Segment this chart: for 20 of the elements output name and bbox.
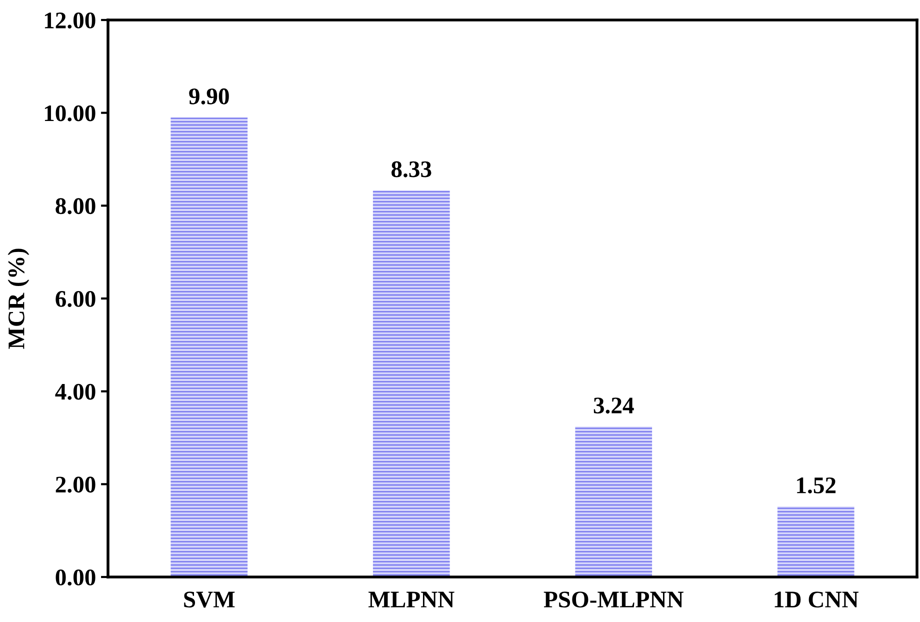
y-tick-label: 0.00 [56, 569, 96, 586]
bar [372, 190, 450, 577]
x-tick-label: PSO-MLPNN [544, 592, 684, 608]
y-tick-label: 12.00 [44, 12, 96, 29]
data-label: 8.33 [392, 161, 432, 178]
bar [777, 506, 854, 577]
y-tick-label: 10.00 [44, 105, 96, 122]
y-axis-title: MCR (%) [8, 248, 30, 349]
data-label: 3.24 [594, 398, 634, 414]
y-tick-label: 8.00 [56, 198, 96, 214]
x-tick-label: SVM [184, 592, 235, 608]
y-tick-label: 6.00 [56, 290, 96, 308]
bar [170, 117, 248, 577]
data-label: 1.52 [797, 477, 836, 494]
y-tick-label: 4.00 [55, 384, 96, 400]
x-tick-label: MLPNN [368, 592, 454, 608]
bar [575, 426, 652, 577]
data-label: 9.90 [189, 88, 229, 104]
y-tick-label: 2.00 [56, 476, 96, 493]
x-tick-label: 1D CNN [774, 592, 859, 608]
